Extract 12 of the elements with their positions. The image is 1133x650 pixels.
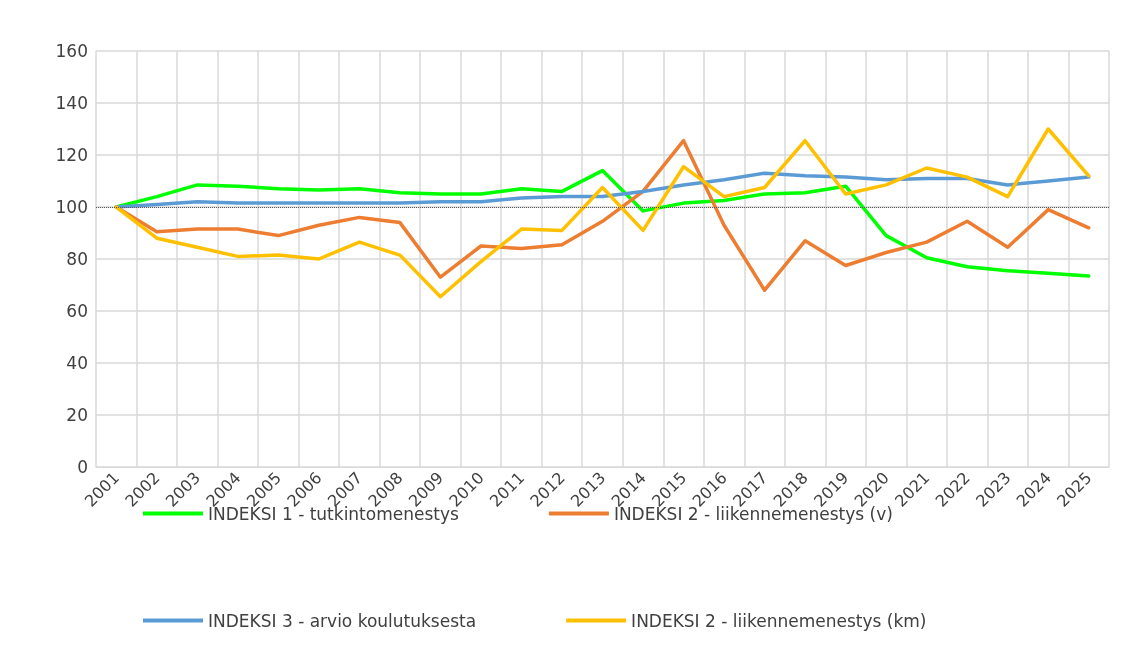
- y-tick-label: 120: [55, 145, 88, 165]
- y-tick-label: 40: [66, 353, 88, 373]
- y-tick-label: 80: [66, 249, 88, 269]
- legend-label: INDEKSI 2 - liikennemenestys (km): [631, 610, 927, 631]
- y-tick-label: 0: [77, 457, 88, 477]
- y-tick-label: 160: [55, 41, 88, 61]
- y-tick-label: 140: [55, 93, 88, 113]
- legend-label: INDEKSI 3 - arvio koulutuksesta: [208, 610, 477, 631]
- y-tick-label: 20: [66, 405, 88, 425]
- line-series: [114, 171, 1091, 209]
- y-tick-label: 60: [66, 301, 88, 321]
- y-tick-label: 100: [55, 197, 88, 217]
